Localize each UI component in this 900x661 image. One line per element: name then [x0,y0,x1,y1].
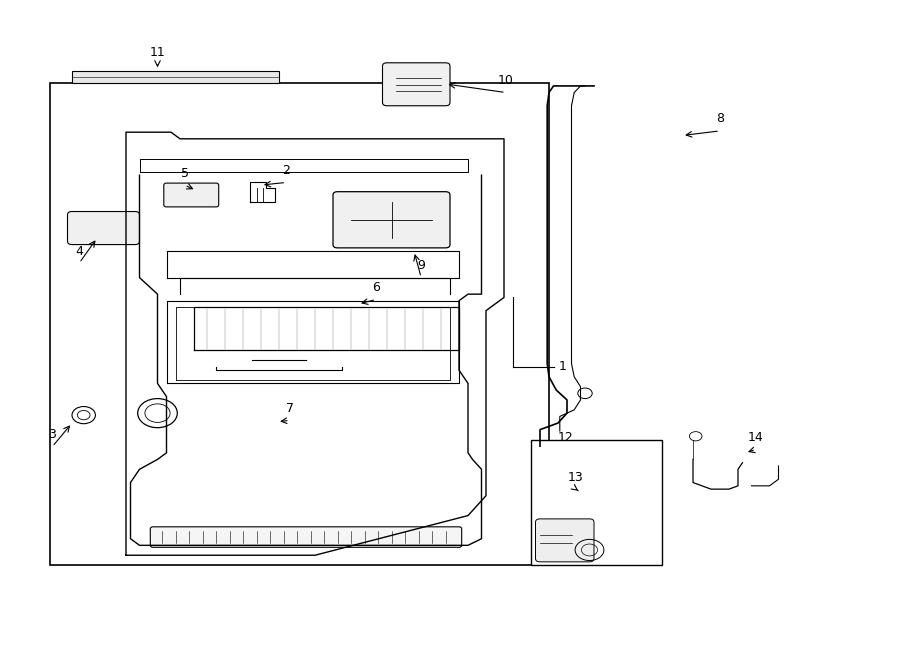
FancyBboxPatch shape [333,192,450,248]
Text: 10: 10 [498,74,514,87]
FancyBboxPatch shape [68,212,140,245]
Text: 8: 8 [716,112,724,126]
FancyBboxPatch shape [536,519,594,562]
Text: 14: 14 [748,431,764,444]
Text: 2: 2 [283,164,290,177]
FancyBboxPatch shape [150,527,462,547]
Bar [50,83,549,565]
Text: 6: 6 [373,281,380,294]
Text: 5: 5 [181,167,188,180]
Text: 13: 13 [568,471,584,484]
Bar [72,71,279,83]
FancyBboxPatch shape [164,183,219,207]
Bar [531,440,662,565]
Text: 12: 12 [557,431,573,444]
Text: 9: 9 [418,259,425,272]
Text: 4: 4 [76,245,83,258]
FancyBboxPatch shape [382,63,450,106]
Text: 3: 3 [49,428,56,442]
Text: 1: 1 [559,360,566,373]
Text: 11: 11 [149,46,166,59]
Text: 7: 7 [286,402,293,415]
